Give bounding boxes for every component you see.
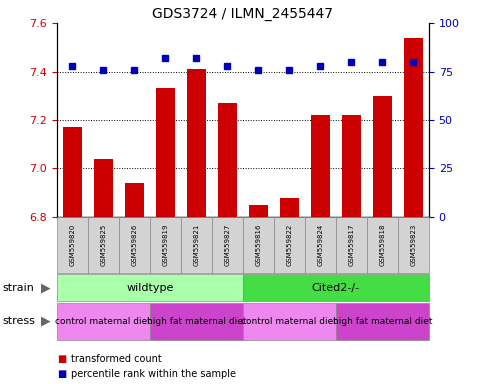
Bar: [398, 217, 429, 273]
Text: ■: ■: [57, 354, 66, 364]
Bar: [280, 198, 299, 217]
Text: GSM559824: GSM559824: [317, 223, 323, 266]
Text: GSM559818: GSM559818: [380, 223, 386, 266]
Bar: [156, 88, 175, 217]
Bar: [57, 303, 150, 340]
Text: GSM559825: GSM559825: [100, 223, 106, 266]
Bar: [181, 217, 212, 273]
Text: control maternal diet: control maternal diet: [55, 317, 151, 326]
Bar: [94, 159, 112, 217]
Bar: [243, 217, 274, 273]
Text: GSM559817: GSM559817: [349, 223, 354, 266]
Bar: [404, 38, 423, 217]
Bar: [125, 183, 143, 217]
Bar: [249, 205, 268, 217]
Text: GSM559820: GSM559820: [69, 223, 75, 266]
Text: transformed count: transformed count: [71, 354, 162, 364]
Text: GSM559816: GSM559816: [255, 223, 261, 266]
Bar: [243, 274, 429, 301]
Text: strain: strain: [2, 283, 35, 293]
Text: high fat maternal diet: high fat maternal diet: [146, 317, 246, 326]
Text: ■: ■: [57, 369, 66, 379]
Bar: [311, 115, 330, 217]
Text: Cited2-/-: Cited2-/-: [312, 283, 360, 293]
Bar: [119, 217, 150, 273]
Bar: [243, 303, 336, 340]
Bar: [373, 96, 391, 217]
Bar: [150, 217, 181, 273]
Bar: [336, 303, 429, 340]
Bar: [342, 115, 361, 217]
Text: ▶: ▶: [41, 315, 51, 328]
Text: wildtype: wildtype: [126, 283, 174, 293]
Title: GDS3724 / ILMN_2455447: GDS3724 / ILMN_2455447: [152, 7, 333, 21]
Bar: [150, 303, 243, 340]
Text: high fat maternal diet: high fat maternal diet: [333, 317, 432, 326]
Bar: [57, 274, 243, 301]
Bar: [63, 127, 81, 217]
Text: ▶: ▶: [41, 281, 51, 294]
Text: GSM559819: GSM559819: [162, 223, 168, 266]
Text: GSM559826: GSM559826: [131, 223, 137, 266]
Text: GSM559823: GSM559823: [410, 223, 417, 266]
Bar: [218, 103, 237, 217]
Bar: [274, 217, 305, 273]
Text: control maternal diet: control maternal diet: [242, 317, 337, 326]
Bar: [57, 217, 88, 273]
Bar: [305, 217, 336, 273]
Text: GSM559821: GSM559821: [193, 223, 199, 266]
Bar: [367, 217, 398, 273]
Bar: [187, 69, 206, 217]
Bar: [88, 217, 119, 273]
Bar: [212, 217, 243, 273]
Bar: [336, 217, 367, 273]
Text: stress: stress: [2, 316, 35, 326]
Text: percentile rank within the sample: percentile rank within the sample: [71, 369, 237, 379]
Text: GSM559822: GSM559822: [286, 223, 292, 266]
Text: GSM559827: GSM559827: [224, 223, 230, 266]
